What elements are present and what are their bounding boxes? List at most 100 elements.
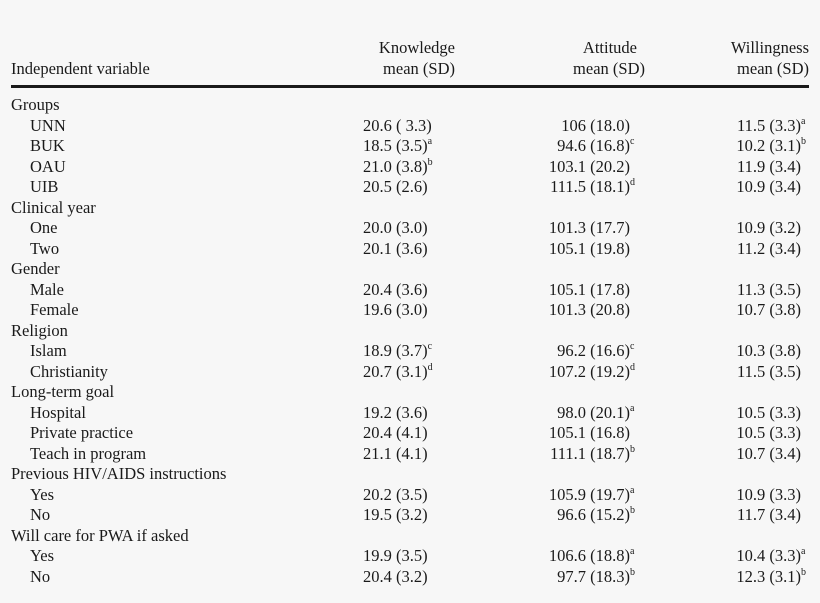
table-row: Teach in program 21.1 (4.1) 111.1 (18.7)b 1… <box>11 444 809 465</box>
willingness-cell: 10.9 (3.3) <box>691 485 809 506</box>
row-label: No <box>30 566 51 586</box>
row-label: OAU <box>30 156 66 176</box>
knowledge-value: 21.1 (4.1) <box>363 443 428 463</box>
knowledge-value: 20.0 (3.0) <box>363 218 428 237</box>
knowledge-value: 20.1 (3.6) <box>363 238 428 258</box>
group-header-row: Groups <box>11 87 809 116</box>
group-header-row: Will care for PWA if asked <box>11 526 809 547</box>
row-label: Male <box>30 279 64 299</box>
knowledge-cell: 20.4 (3.6) <box>363 280 523 301</box>
attitude-value: 105.9 (19.7) <box>548 484 630 504</box>
attitude-value: 103.1 (20.2) <box>548 156 630 176</box>
willingness-value: 11.9 (3.4) <box>736 156 801 176</box>
willingness-value: 10.7 (3.8) <box>736 300 801 319</box>
willingness-value: 11.7 (3.4) <box>736 505 801 524</box>
attitude-cell: 96.2 (16.6)c <box>557 341 635 360</box>
willingness-value: 10.3 (3.8) <box>736 341 801 360</box>
group-header-row: Gender <box>11 259 809 280</box>
willingness-value: 12.3 (3.1) <box>736 566 801 586</box>
willingness-value: 10.9 (3.4) <box>736 177 801 196</box>
header-independent-variable: Independent variable <box>11 59 150 78</box>
header-knowledge-line1: Knowledge <box>378 38 455 57</box>
knowledge-cell: 19.2 (3.6) <box>363 403 523 424</box>
knowledge-value: 21.0 (3.8) <box>363 156 428 176</box>
willingness-cell: 10.5 (3.3) <box>691 403 809 424</box>
attitude-cell: 111.5 (18.1)d <box>550 177 635 196</box>
row-label: No <box>30 505 51 524</box>
group-label: Previous HIV/AIDS instructions <box>11 464 227 483</box>
knowledge-cell: 20.0 (3.0) <box>363 218 523 239</box>
data-table-container: Independent variable Knowledge mean (SD)… <box>11 37 809 587</box>
row-label: One <box>30 218 58 237</box>
willingness-cell: 10.9 (3.2) <box>691 218 809 239</box>
attitude-cell: 105.1 (17.8) <box>523 280 691 301</box>
attitude-cell: 103.1 (20.2) <box>523 157 691 178</box>
attitude-value: 106.6 (18.8) <box>548 546 630 565</box>
group-label: Gender <box>11 259 60 278</box>
willingness-value: 11.2 (3.4) <box>736 238 801 258</box>
attitude-cell: 94.6 (16.8)c <box>557 136 635 155</box>
willingness-value: 10.5 (3.3) <box>736 402 801 422</box>
willingness-value: 10.9 (3.2) <box>736 218 801 237</box>
willingness-cell: 10.9 (3.4) <box>691 177 809 198</box>
attitude-cell: 105.9 (19.7)a <box>548 484 635 504</box>
row-label: Christianity <box>30 361 108 381</box>
table-row: BUK 18.5 (3.5)a 94.6 (16.8)c 10.2 (3.1)b <box>11 136 809 157</box>
attitude-value: 106 (18.0) <box>561 115 630 135</box>
attitude-cell: 97.7 (18.3)b <box>557 566 635 586</box>
group-label: Religion <box>11 320 68 340</box>
knowledge-value: 20.2 (3.5) <box>363 484 428 504</box>
table-row: Two 20.1 (3.6) 105.1 (19.8) 11.2 (3.4) <box>11 239 809 260</box>
knowledge-value: 18.9 (3.7) <box>363 341 428 360</box>
group-label: Clinical year <box>11 197 96 217</box>
knowledge-cell: 18.5 (3.5)a <box>363 136 523 157</box>
attitude-cell: 111.1 (18.7)b <box>550 443 635 463</box>
willingness-cell: 11.9 (3.4) <box>691 157 809 178</box>
willingness-cell: 12.3 (3.1)b <box>736 566 806 586</box>
willingness-value: 11.3 (3.5) <box>736 279 801 299</box>
knowledge-superscript: b <box>427 156 433 168</box>
attitude-cell: 105.1 (19.8) <box>523 239 691 260</box>
row-label: BUK <box>30 136 65 155</box>
knowledge-cell: 20.1 (3.6) <box>363 239 523 260</box>
attitude-value: 107.2 (19.2) <box>548 361 630 381</box>
willingness-cell: 10.7 (3.8) <box>691 300 809 321</box>
willingness-cell: 10.7 (3.4) <box>691 444 809 465</box>
willingness-value: 10.4 (3.3) <box>736 546 801 565</box>
knowledge-cell: 20.7 (3.1)d <box>363 362 523 383</box>
data-table: Independent variable Knowledge mean (SD)… <box>11 37 809 587</box>
attitude-value: 101.3 (17.7) <box>548 218 630 237</box>
attitude-cell: 106 (18.0) <box>523 116 691 137</box>
knowledge-value: 19.2 (3.6) <box>363 402 428 422</box>
table-header: Independent variable Knowledge mean (SD)… <box>11 37 809 87</box>
row-label: Yes <box>30 546 55 565</box>
knowledge-value: 20.4 (3.2) <box>363 566 428 586</box>
knowledge-cell: 20.5 (2.6) <box>363 177 523 198</box>
group-header-row: Religion <box>11 321 809 342</box>
table-row: UNN 20.6 ( 3.3) 106 (18.0) 11.5 (3.3)a <box>11 116 809 137</box>
attitude-value: 111.1 (18.7) <box>550 443 630 463</box>
knowledge-cell: 21.1 (4.1) <box>363 444 523 465</box>
knowledge-value: 19.9 (3.5) <box>363 546 428 565</box>
table-row: Christianity 20.7 (3.1)d 107.2 (19.2)d 11.5… <box>11 362 809 383</box>
row-label: UNN <box>30 115 66 135</box>
group-label: Long-term goal <box>11 382 115 401</box>
table-row: Islam 18.9 (3.7)c 96.2 (16.6)c 10.3 (3.8) <box>11 341 809 362</box>
header-willingness-line2: mean (SD) <box>737 59 809 78</box>
willingness-cell: 10.3 (3.8) <box>691 341 809 362</box>
knowledge-cell: 19.5 (3.2) <box>363 505 523 526</box>
attitude-cell: 98.0 (20.1)a <box>557 402 635 422</box>
group-header-row: Previous HIV/AIDS instructions <box>11 464 809 485</box>
willingness-value: 10.5 (3.3) <box>736 423 801 442</box>
knowledge-cell: 19.6 (3.0) <box>363 300 523 321</box>
attitude-value: 111.5 (18.1) <box>550 177 630 196</box>
willingness-cell: 10.4 (3.3)a <box>736 546 806 565</box>
attitude-value: 96.6 (15.2) <box>557 505 630 524</box>
knowledge-superscript: d <box>427 361 433 373</box>
knowledge-superscript: c <box>427 341 433 352</box>
row-label: Female <box>30 300 79 319</box>
header-willingness: Willingness mean (SD) <box>691 37 809 87</box>
attitude-value: 96.2 (16.6) <box>557 341 630 360</box>
knowledge-cell: 18.9 (3.7)c <box>363 341 523 362</box>
attitude-cell: 96.6 (15.2)b <box>557 505 635 524</box>
